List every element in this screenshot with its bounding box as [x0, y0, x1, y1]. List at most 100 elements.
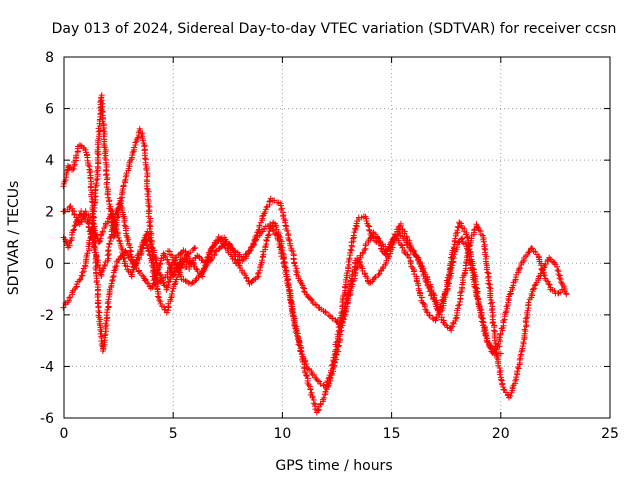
data-point-marker [85, 245, 92, 252]
data-point-marker [420, 300, 427, 307]
data-point-marker [164, 284, 171, 291]
data-point-marker [375, 271, 382, 278]
data-point-marker [397, 222, 404, 229]
data-point-marker [344, 292, 351, 299]
data-points [60, 92, 570, 416]
data-point-marker [332, 354, 339, 361]
data-point-marker [82, 146, 89, 153]
data-point-marker [102, 331, 109, 338]
data-point-marker [447, 265, 454, 272]
data-point-marker [376, 270, 383, 277]
data-point-marker [337, 328, 344, 335]
data-point-marker [503, 303, 510, 310]
data-point-marker [497, 330, 504, 337]
y-tick-label: 6 [45, 102, 54, 118]
data-point-marker [557, 278, 564, 285]
data-point-marker [487, 294, 494, 301]
data-point-marker [200, 268, 207, 275]
data-point-marker [89, 210, 96, 217]
data-point-marker [110, 210, 117, 217]
data-point-marker [284, 227, 291, 234]
data-point-marker [109, 207, 116, 214]
data-point-marker [104, 218, 111, 225]
data-point-marker [183, 258, 190, 265]
data-point-marker [486, 284, 493, 291]
data-point-marker [134, 136, 141, 143]
data-point-marker [106, 240, 113, 247]
data-point-marker [332, 359, 339, 366]
data-point-marker [247, 246, 254, 253]
data-point-marker [463, 234, 470, 241]
x-tick-label: 10 [273, 426, 291, 442]
data-point-marker [281, 263, 288, 270]
data-point-marker [546, 281, 553, 288]
tick-labels: 0 5 10 15 20 25 -6 -4 -2 0 2 4 6 8 [40, 50, 619, 442]
data-point-marker [183, 251, 190, 258]
data-point-marker [102, 261, 109, 268]
data-point-marker [555, 271, 562, 278]
data-point-marker [147, 223, 154, 230]
data-point-marker [150, 267, 157, 274]
data-point-marker [347, 246, 354, 253]
data-point-marker [94, 146, 101, 153]
data-point-marker [168, 290, 175, 297]
data-point-marker [295, 334, 302, 341]
data-point-marker [147, 252, 154, 259]
data-point-marker [207, 256, 214, 263]
data-point-marker [462, 241, 469, 248]
data-point-marker [386, 253, 393, 260]
data-point-marker [301, 365, 308, 372]
data-point-marker [145, 202, 152, 209]
data-point-marker [134, 252, 141, 259]
data-point-marker [307, 386, 314, 393]
data-point-marker [431, 294, 438, 301]
data-point-marker [121, 219, 128, 226]
data-point-marker [98, 271, 105, 278]
data-point-marker [93, 279, 100, 286]
data-point-marker [430, 291, 437, 298]
data-point-marker [77, 219, 84, 226]
data-point-marker [167, 274, 174, 281]
data-point-marker [255, 270, 262, 277]
data-point-marker [152, 256, 159, 263]
data-point-marker [518, 348, 525, 355]
data-point-marker [455, 239, 462, 246]
data-point-marker [164, 307, 171, 314]
data-point-marker [263, 236, 270, 243]
data-point-marker [73, 281, 80, 288]
data-point-marker [348, 247, 355, 254]
data-point-marker [314, 377, 321, 384]
data-point-marker [471, 227, 478, 234]
data-point-marker [502, 309, 509, 316]
data-point-marker [376, 237, 383, 244]
data-point-marker [483, 266, 490, 273]
data-point-marker [146, 251, 153, 258]
data-point-marker [71, 222, 78, 229]
y-tick-label: -4 [40, 359, 54, 375]
data-point-marker [70, 227, 77, 234]
data-point-marker [249, 277, 256, 284]
data-point-marker [103, 170, 110, 177]
data-point-marker [556, 274, 563, 281]
data-point-marker [449, 259, 456, 266]
data-point-marker [88, 234, 95, 241]
data-point-marker [105, 296, 112, 303]
data-point-marker [371, 274, 378, 281]
data-point-marker [99, 228, 106, 235]
data-point-marker [250, 241, 257, 248]
data-point-marker [481, 245, 488, 252]
data-point-marker [99, 109, 106, 116]
data-point-marker [165, 259, 172, 266]
data-point-marker [290, 256, 297, 263]
data-point-marker [297, 347, 304, 354]
x-axis-label: GPS time / hours [275, 458, 392, 474]
data-point-marker [554, 267, 561, 274]
data-point-marker [451, 251, 458, 258]
data-point-marker [105, 194, 112, 201]
data-point-marker [326, 375, 333, 382]
data-point-marker [350, 232, 357, 239]
data-point-marker [77, 276, 84, 283]
data-point-marker [137, 247, 144, 254]
data-point-marker [250, 242, 257, 249]
